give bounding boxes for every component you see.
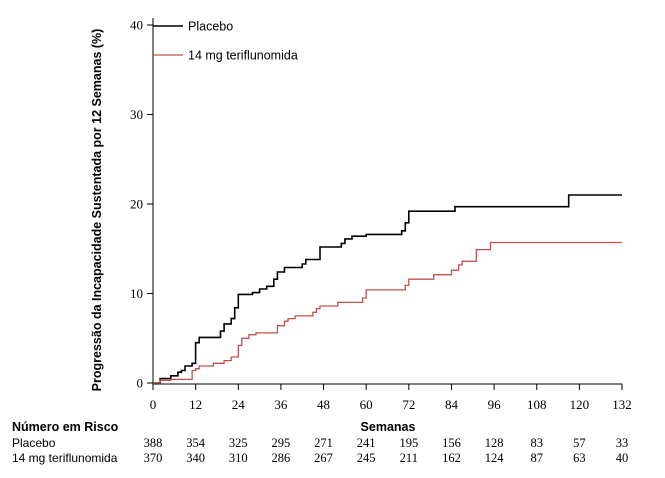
x-tick-label: 132 (612, 397, 632, 412)
y-axis-title: Progressão da Incapacidade Sustentada po… (90, 29, 104, 392)
y-tick-label: 20 (130, 197, 143, 212)
risk-number: 286 (272, 451, 291, 465)
series-lines (153, 194, 622, 384)
x-tick-label: 72 (402, 397, 415, 412)
x-tick-label: 84 (445, 397, 459, 412)
x-ticks: 0 12 24 36 48 60 72 84 96 108 120 132 (150, 384, 632, 412)
x-tick-label: 24 (232, 397, 246, 412)
risk-number: 310 (229, 451, 248, 465)
legend: Placebo 14 mg teriflunomida (153, 20, 298, 63)
risk-number: 271 (314, 436, 333, 450)
risk-number: 211 (400, 451, 418, 465)
y-tick-label: 0 (137, 376, 144, 391)
risk-table-title: Número em Risco (12, 420, 119, 434)
risk-number: 388 (144, 436, 163, 450)
x-tick-label: 0 (150, 397, 157, 412)
risk-number: 245 (357, 451, 376, 465)
x-tick-label: 48 (317, 397, 330, 412)
x-tick-label: 60 (360, 397, 373, 412)
x-tick-label: 36 (274, 397, 288, 412)
risk-number: 325 (229, 436, 248, 450)
risk-number: 57 (573, 436, 586, 450)
risk-number: 370 (144, 451, 163, 465)
y-tick-label: 40 (130, 18, 143, 33)
axes (152, 18, 622, 385)
x-tick-label: 12 (189, 397, 202, 412)
risk-table: Número em Risco Placebo 14 mg teriflunom… (12, 420, 628, 465)
y-tick-label: 30 (130, 107, 143, 122)
x-tick-label: 108 (527, 397, 547, 412)
risk-number: 340 (186, 451, 205, 465)
risk-number: 83 (530, 436, 543, 450)
series-line-placebo (153, 194, 622, 384)
y-ticks: 0 10 20 30 40 (130, 18, 153, 391)
risk-row-label-placebo: Placebo (12, 436, 56, 450)
risk-number: 63 (573, 451, 586, 465)
y-tick-label: 10 (130, 286, 143, 301)
risk-number: 295 (272, 436, 291, 450)
risk-number: 128 (485, 436, 504, 450)
risk-number: 156 (442, 436, 461, 450)
risk-number: 40 (616, 451, 629, 465)
risk-number: 33 (616, 436, 629, 450)
x-axis-title: Semanas (361, 420, 416, 434)
risk-number: 162 (442, 451, 461, 465)
x-tick-label: 120 (570, 397, 590, 412)
risk-number: 354 (186, 436, 206, 450)
risk-number: 241 (357, 436, 376, 450)
series-line-teriflunomide (153, 241, 622, 384)
legend-label: Placebo (188, 20, 233, 34)
risk-row-label-teriflunomide: 14 mg teriflunomida (12, 451, 118, 465)
risk-number: 195 (399, 436, 418, 450)
risk-number: 124 (485, 451, 505, 465)
risk-number: 267 (314, 451, 333, 465)
legend-label: 14 mg teriflunomida (188, 49, 298, 63)
x-tick-label: 96 (488, 397, 502, 412)
risk-number: 87 (530, 451, 543, 465)
